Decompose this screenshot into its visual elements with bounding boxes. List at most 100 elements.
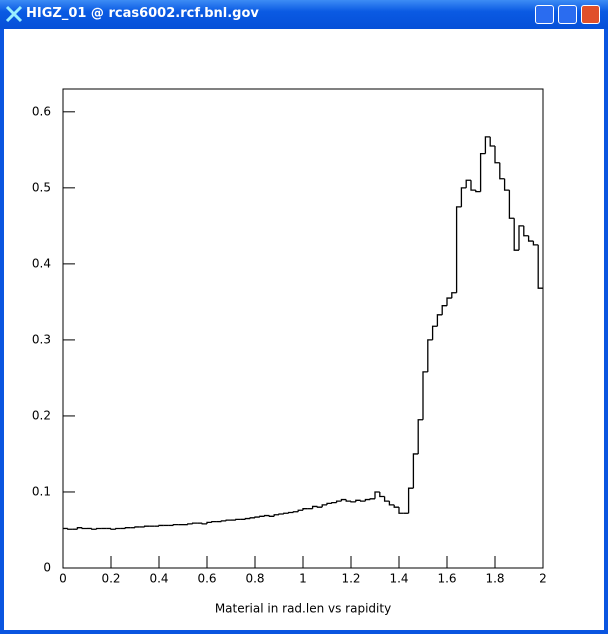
y-tick-label: 0 (43, 561, 51, 575)
histogram-bin (364, 498, 371, 502)
histogram-bin (412, 453, 419, 489)
histogram-bin (331, 501, 337, 504)
title-bar: HIGZ_01 @ rcas6002.rcf.bnl.gov (0, 0, 608, 29)
histogram-bin (268, 515, 275, 517)
histogram-bin (479, 152, 486, 192)
histogram-bin (489, 136, 495, 147)
histogram-bin (523, 225, 529, 237)
histogram-bin (345, 499, 351, 502)
histogram-bin (249, 517, 255, 519)
histogram-bin (172, 524, 179, 526)
histogram-bin (81, 527, 87, 530)
histogram-bin (211, 520, 217, 523)
histogram-bin (302, 508, 308, 511)
histogram-bin (359, 500, 366, 502)
histogram-bin (355, 499, 361, 502)
histogram-bin (518, 225, 524, 251)
histogram-bin (398, 507, 404, 514)
x-tick-label: 0.8 (245, 572, 264, 586)
y-tick-label: 0.1 (32, 484, 51, 498)
x-tick-label: 1.6 (437, 572, 456, 586)
histogram-bin (340, 498, 347, 502)
histogram-bin (143, 525, 150, 527)
histogram-bin (436, 314, 443, 327)
histogram-bin (292, 511, 299, 513)
minimize-button[interactable] (535, 5, 554, 24)
histogram-bin (503, 178, 510, 191)
histogram-bin (297, 509, 303, 512)
histogram-bin (287, 511, 294, 514)
histogram-bin (115, 527, 121, 530)
histogram-bin (417, 419, 423, 454)
histogram-bin (455, 206, 462, 293)
histogram-bin (388, 501, 395, 506)
histogram-bin (134, 526, 140, 528)
histogram-bin (321, 504, 327, 508)
client-area (4, 29, 604, 630)
histogram-bin (513, 218, 519, 251)
histogram-bin (206, 521, 212, 524)
histogram-bin (124, 527, 131, 529)
histogram-bin (484, 136, 491, 154)
histogram-bin (311, 505, 318, 509)
histogram-bin (263, 514, 270, 517)
histogram-bin (326, 502, 332, 505)
histogram-bin (465, 179, 471, 188)
histogram-bin (91, 528, 97, 530)
histogram-bin (441, 305, 447, 315)
histogram-bin (335, 500, 342, 503)
x-tick-label: 0.2 (101, 572, 120, 586)
x-tick-label: 0.6 (197, 572, 216, 586)
histogram-bin (244, 517, 251, 520)
y-tick-label: 0.4 (32, 256, 51, 270)
histogram-bin (158, 524, 164, 527)
histogram-bin (67, 528, 73, 530)
histogram-bin (427, 339, 433, 372)
histogram-bin (383, 496, 390, 502)
x-tick-label: 0.4 (149, 572, 168, 586)
histogram-bin (451, 292, 457, 299)
histogram-bin (422, 371, 428, 420)
histogram-bin (470, 180, 476, 191)
histogram-bin (374, 491, 380, 499)
histogram-bin (446, 297, 452, 306)
histogram-bin (537, 244, 543, 289)
x-axis-label: Material in rad.len vs rapidity (215, 602, 391, 616)
app-icon (5, 5, 23, 23)
histogram-bin (499, 162, 505, 180)
histogram-bin (235, 518, 241, 521)
histogram-bin (379, 491, 385, 498)
histogram-bin (187, 523, 193, 525)
x-tick-label: 1 (299, 572, 307, 586)
plot-frame (62, 88, 544, 569)
histogram-bin (431, 325, 438, 340)
maximize-button[interactable] (558, 5, 577, 24)
histogram-bin (316, 506, 323, 508)
histogram-bin (532, 241, 539, 246)
histogram-bin (369, 498, 375, 500)
y-tick-label: 0.3 (32, 332, 51, 346)
histogram-bin (225, 519, 231, 521)
y-tick-label: 0.2 (32, 408, 51, 422)
histogram-bin (254, 516, 260, 518)
histogram-bin (278, 513, 284, 515)
histogram-bin (407, 487, 414, 514)
histogram-bin (393, 504, 399, 508)
histogram-bin (220, 520, 227, 522)
histogram-bin (475, 190, 481, 193)
x-tick-label: 0 (59, 572, 67, 586)
close-button[interactable] (581, 5, 600, 24)
y-tick-label: 0.6 (32, 104, 51, 118)
histogram-bin (350, 501, 356, 503)
x-tick-label: 2 (539, 572, 547, 586)
histogram-bin (201, 523, 207, 525)
window-title: HIGZ_01 @ rcas6002.rcf.bnl.gov (26, 6, 259, 21)
x-tick-label: 1.2 (341, 572, 360, 586)
histogram-bin (508, 190, 515, 219)
y-tick-label: 0.5 (32, 180, 51, 194)
histogram-bin (283, 512, 289, 515)
histogram-bin (494, 146, 500, 164)
histogram-bin (259, 515, 265, 518)
